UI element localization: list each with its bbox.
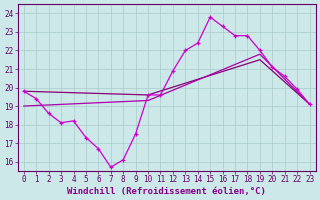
X-axis label: Windchill (Refroidissement éolien,°C): Windchill (Refroidissement éolien,°C) bbox=[67, 187, 266, 196]
